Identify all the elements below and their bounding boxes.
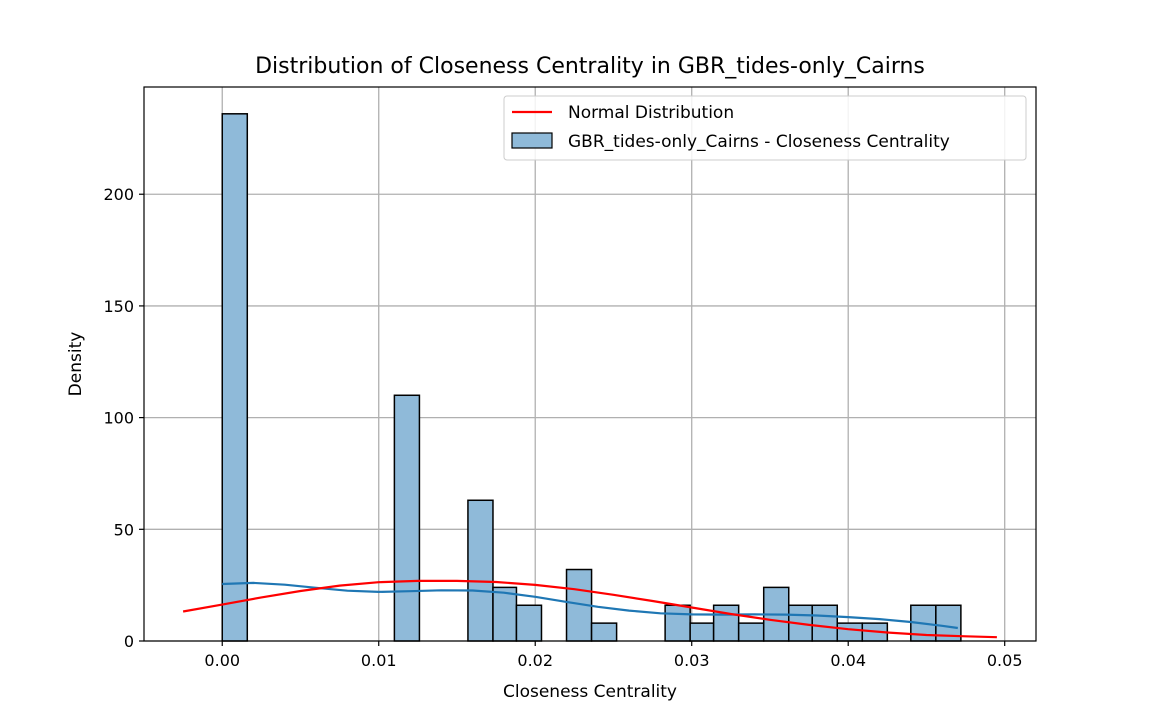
histogram-bar [221, 113, 249, 642]
histogram-bar [689, 622, 715, 642]
y-tick-label: 200 [103, 185, 134, 204]
x-tick-label: 0.01 [361, 651, 397, 670]
histogram-bar [712, 604, 740, 642]
x-tick-label: 0.04 [830, 651, 866, 670]
chart-title: Distribution of Closeness Centrality in … [255, 54, 925, 79]
x-tick-label: 0.05 [987, 651, 1023, 670]
histogram-bar [393, 394, 421, 642]
histogram-bar [590, 622, 618, 642]
legend-box [503, 95, 1027, 161]
x-tick-label: 0.00 [204, 651, 240, 670]
histogram-bar [737, 622, 765, 642]
axis-ticks: 0.00 0.01 0.02 0.03 0.04 0.05 0 50 100 150 200 [103, 185, 1022, 670]
histogram-bar [467, 499, 494, 642]
curve-lines [182, 579, 997, 639]
x-tick-label: 0.02 [517, 651, 553, 670]
normal-distribution-curve [182, 579, 997, 639]
y-tick-label: 100 [103, 409, 134, 428]
legend: Normal Distribution GBR_tides-only_Cairn… [503, 95, 1027, 161]
legend-histogram-swatch [511, 132, 553, 149]
plot-frame [143, 86, 1037, 642]
legend-histogram-label: GBR_tides-only_Cairns - Closeness Centra… [568, 132, 950, 152]
histogram-bar [811, 604, 839, 642]
histogram-bar [515, 604, 543, 642]
y-tick-label: 50 [114, 520, 134, 539]
histogram-bar [836, 622, 864, 642]
histogram-bar [664, 604, 691, 642]
y-tick-label: 0 [124, 632, 134, 651]
grid-lines [144, 87, 1036, 642]
x-axis-title: Closeness Centrality [503, 682, 677, 702]
histogram-bar [492, 586, 518, 642]
kde-curve [222, 581, 958, 630]
legend-normal-label: Normal Distribution [568, 103, 734, 123]
x-tick-label: 0.03 [674, 651, 710, 670]
y-axis-title: Density [66, 332, 86, 397]
y-tick-label: 150 [103, 297, 134, 316]
